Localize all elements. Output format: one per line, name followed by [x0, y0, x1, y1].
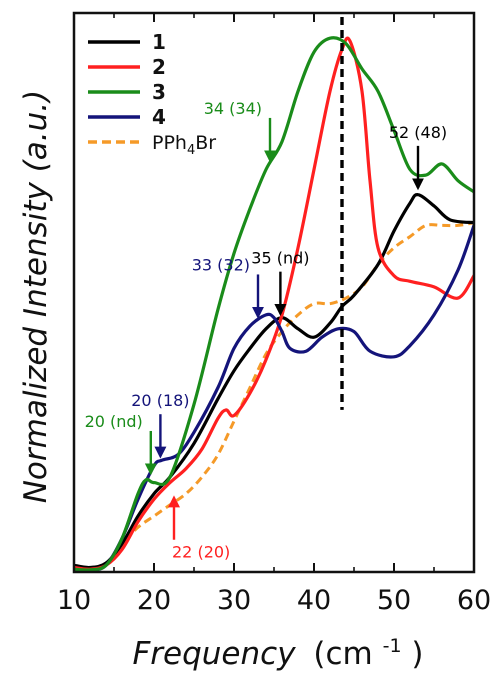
x-axis-title-unit: (cm [313, 636, 372, 672]
annotation-label: 35 (nd) [251, 249, 309, 268]
annotation-label: 22 (20) [172, 543, 230, 562]
annotation-layer: 52 (48) 35 (nd) 34 (34) 33 (32) 20 (18) 20 (n… [85, 99, 448, 562]
series-line-4 [74, 223, 474, 572]
x-axis-title-close: ) [411, 636, 423, 672]
plot-frame [72, 11, 476, 574]
legend-label-4: 4 [152, 105, 166, 129]
series-line-2 [74, 36, 474, 571]
x-tick-label: 50 [377, 585, 411, 616]
annotation-label: 33 (32) [192, 255, 250, 274]
x-tick-label: 20 [137, 585, 171, 616]
x-axis-title-sup: -1 [383, 635, 402, 657]
legend-label-1: 1 [152, 30, 166, 54]
tick-layer: 10 20 30 40 50 60 [57, 13, 491, 616]
x-tick-label: 10 [57, 585, 91, 616]
x-axis-title: Frequency (cm -1 ) [132, 624, 423, 672]
annotation-label: 34 (34) [204, 99, 262, 118]
x-tick-label: 30 [217, 585, 251, 616]
legend-label-3: 3 [152, 80, 166, 104]
x-axis-title-main: Frequency [132, 636, 296, 672]
annotation-label: 52 (48) [389, 123, 447, 142]
legend-label-5: PPh4Br [152, 132, 216, 158]
legend-label-2: 2 [152, 55, 166, 79]
x-tick-label: 60 [457, 585, 491, 616]
annotation-label: 20 (nd) [85, 412, 143, 431]
y-axis-title: Normalized Intensity (a.u.) [18, 90, 54, 504]
annotation-label: 20 (18) [131, 391, 189, 410]
x-tick-label: 40 [297, 585, 331, 616]
